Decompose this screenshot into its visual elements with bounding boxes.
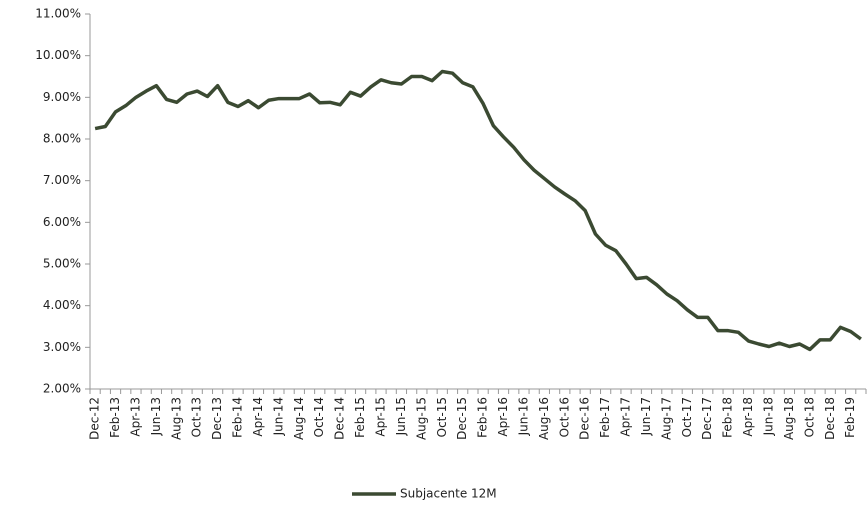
x-tick-label: Apr-14 — [251, 397, 265, 437]
x-tick-label: Feb-17 — [598, 397, 612, 438]
x-tick-label: Dec-12 — [88, 397, 102, 440]
x-tick-label: Jun-15 — [394, 397, 408, 436]
x-tick-label: Dec-16 — [578, 397, 592, 440]
x-tick-label: Feb-14 — [231, 397, 245, 438]
x-tick-label: Feb-18 — [721, 397, 735, 438]
x-tick-label: Aug-13 — [169, 397, 183, 440]
y-tick-label: 4.00% — [43, 298, 81, 312]
y-tick-label: 7.00% — [43, 173, 81, 187]
x-tick-label: Jun-17 — [639, 397, 653, 436]
x-tick-label: Oct-18 — [802, 397, 816, 437]
x-tick-label: Dec-14 — [333, 397, 347, 440]
x-tick-label: Feb-19 — [843, 397, 857, 438]
x-tick-label: Dec-15 — [455, 397, 469, 440]
x-tick-label: Oct-15 — [435, 397, 449, 437]
x-tick-label: Feb-15 — [353, 397, 367, 438]
x-tick-label: Apr-13 — [128, 397, 142, 437]
x-tick-label: Jun-18 — [762, 397, 776, 436]
legend-label: Subjacente 12M — [400, 487, 497, 501]
x-tick-label: Apr-16 — [496, 397, 510, 437]
x-tick-label: Feb-16 — [476, 397, 490, 438]
y-tick-label: 5.00% — [43, 257, 81, 271]
x-tick-label: Apr-15 — [374, 397, 388, 437]
x-tick-label: Jun-14 — [271, 397, 285, 436]
x-tick-label: Aug-14 — [292, 397, 306, 440]
x-tick-label: Jun-13 — [149, 397, 163, 436]
x-tick-label: Dec-17 — [700, 397, 714, 440]
y-tick-label: 8.00% — [43, 132, 81, 146]
x-tick-label: Aug-17 — [659, 397, 673, 440]
y-tick-label: 6.00% — [43, 215, 81, 229]
series-line — [94, 69, 862, 352]
y-tick-label: 11.00% — [35, 7, 81, 21]
x-tick-label: Jun-16 — [516, 397, 530, 436]
x-tick-label: Oct-13 — [190, 397, 204, 437]
x-tick-label: Oct-14 — [312, 397, 326, 437]
x-tick-label: Aug-18 — [782, 397, 796, 440]
x-tick-label: Feb-13 — [108, 397, 122, 438]
x-tick-label: Dec-18 — [823, 397, 837, 440]
x-tick-label: Dec-13 — [210, 397, 224, 440]
y-tick-label: 3.00% — [43, 340, 81, 354]
x-tick-label: Oct-17 — [680, 397, 694, 437]
y-tick-label: 2.00% — [43, 382, 81, 396]
x-tick-label: Apr-17 — [619, 397, 633, 437]
x-tick-label: Apr-18 — [741, 397, 755, 437]
y-tick-label: 10.00% — [35, 48, 81, 62]
x-tick-label: Oct-16 — [557, 397, 571, 437]
x-tick-label: Aug-15 — [414, 397, 428, 440]
y-tick-label: 9.00% — [43, 90, 81, 104]
x-tick-label: Aug-16 — [537, 397, 551, 440]
